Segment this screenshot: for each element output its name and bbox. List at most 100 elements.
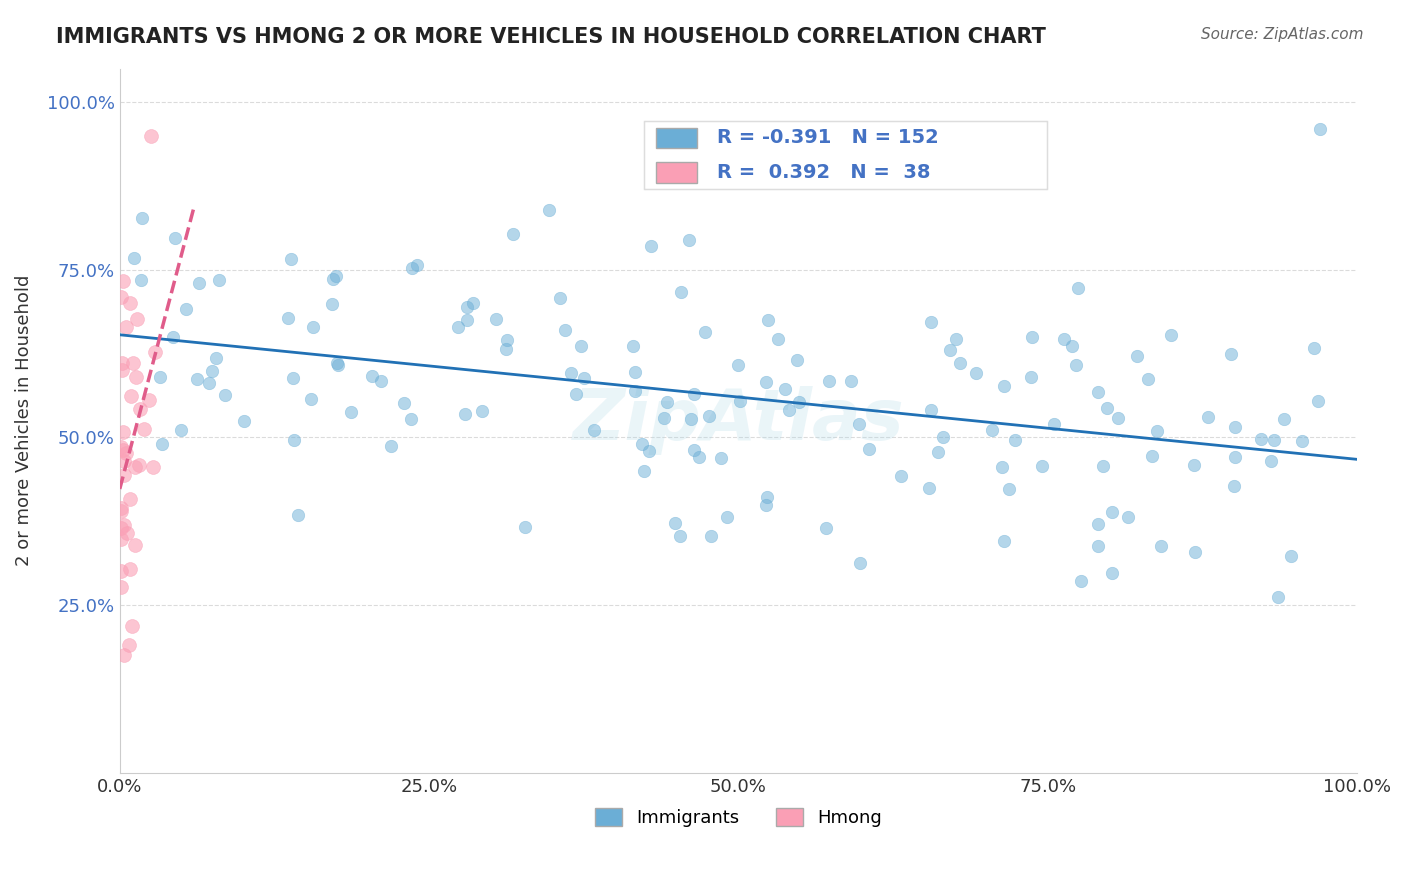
Point bbox=[766, 332, 789, 346]
Point bbox=[939, 343, 962, 358]
Point bbox=[572, 371, 595, 385]
Point bbox=[1021, 330, 1043, 344]
Point bbox=[470, 403, 492, 417]
Point bbox=[1250, 433, 1272, 447]
Point bbox=[283, 433, 305, 447]
Point bbox=[1060, 339, 1083, 353]
Text: ZipAtlas: ZipAtlas bbox=[572, 386, 904, 455]
Point bbox=[170, 423, 193, 437]
Point bbox=[560, 366, 582, 380]
Legend: Immigrants, Hmong: Immigrants, Hmong bbox=[588, 800, 889, 834]
Point bbox=[118, 638, 141, 652]
Point bbox=[693, 326, 716, 340]
Point bbox=[111, 362, 134, 376]
Point bbox=[1091, 459, 1114, 474]
Point bbox=[755, 490, 778, 504]
Point bbox=[754, 498, 776, 512]
Point bbox=[669, 285, 692, 299]
Point bbox=[1142, 450, 1164, 464]
Point bbox=[839, 375, 862, 389]
Point bbox=[624, 384, 647, 399]
Point bbox=[111, 356, 134, 370]
Point bbox=[502, 227, 524, 242]
Point bbox=[1267, 590, 1289, 604]
Point bbox=[849, 556, 872, 570]
Point bbox=[756, 313, 779, 327]
Point bbox=[1087, 539, 1109, 553]
Point bbox=[276, 310, 298, 325]
Point bbox=[554, 323, 576, 337]
Point bbox=[149, 370, 172, 384]
Point bbox=[453, 408, 475, 422]
Point bbox=[110, 441, 132, 455]
Point bbox=[112, 648, 135, 663]
Text: R = -0.391   N = 152: R = -0.391 N = 152 bbox=[717, 128, 939, 147]
Point bbox=[456, 313, 478, 327]
Point bbox=[991, 459, 1014, 474]
Point bbox=[1070, 574, 1092, 588]
Point bbox=[1004, 434, 1026, 448]
Point bbox=[176, 302, 198, 317]
Point bbox=[932, 430, 955, 444]
Point bbox=[918, 481, 941, 495]
Point bbox=[1095, 401, 1118, 416]
Point bbox=[920, 403, 942, 417]
Point bbox=[657, 395, 679, 409]
Point bbox=[998, 483, 1021, 497]
Point bbox=[565, 386, 588, 401]
Point bbox=[110, 580, 132, 594]
Text: R =  0.392   N =  38: R = 0.392 N = 38 bbox=[717, 162, 931, 182]
Point bbox=[1309, 121, 1331, 136]
Point bbox=[679, 411, 702, 425]
Point bbox=[1291, 434, 1313, 449]
Point bbox=[360, 369, 382, 384]
Point bbox=[569, 339, 592, 353]
Point bbox=[322, 271, 344, 285]
Point bbox=[380, 439, 402, 453]
Point bbox=[143, 344, 166, 359]
Point bbox=[233, 414, 256, 428]
Point bbox=[186, 372, 208, 386]
Point bbox=[401, 260, 423, 275]
Point bbox=[1043, 417, 1066, 431]
Point bbox=[1146, 425, 1168, 439]
Point bbox=[188, 276, 211, 290]
FancyBboxPatch shape bbox=[657, 162, 697, 183]
Point bbox=[125, 370, 148, 384]
Point bbox=[1116, 509, 1139, 524]
Point bbox=[515, 519, 537, 533]
Point bbox=[112, 454, 135, 468]
Point bbox=[326, 356, 349, 370]
Point bbox=[463, 295, 485, 310]
Text: Source: ZipAtlas.com: Source: ZipAtlas.com bbox=[1201, 27, 1364, 42]
Point bbox=[129, 273, 152, 287]
Point bbox=[697, 409, 720, 423]
Point bbox=[1223, 450, 1246, 465]
Point bbox=[110, 504, 132, 518]
Point bbox=[287, 508, 309, 523]
Point bbox=[1279, 549, 1302, 563]
Point bbox=[965, 366, 987, 380]
Point bbox=[1184, 545, 1206, 559]
Point bbox=[120, 389, 142, 403]
Point bbox=[630, 437, 652, 451]
Point bbox=[537, 202, 560, 217]
Point bbox=[818, 374, 841, 388]
Point bbox=[401, 412, 423, 426]
Point bbox=[710, 450, 733, 465]
Point bbox=[548, 291, 571, 305]
Point bbox=[165, 231, 187, 245]
Point bbox=[1260, 454, 1282, 468]
Point bbox=[678, 233, 700, 247]
Point bbox=[112, 468, 135, 483]
Point bbox=[669, 529, 692, 543]
Point bbox=[787, 395, 810, 409]
Point bbox=[134, 422, 156, 436]
Point bbox=[664, 516, 686, 531]
Point bbox=[121, 619, 143, 633]
Point bbox=[370, 375, 392, 389]
Point bbox=[682, 387, 704, 401]
Point bbox=[112, 518, 135, 533]
Point bbox=[325, 269, 347, 284]
Point bbox=[621, 339, 644, 353]
